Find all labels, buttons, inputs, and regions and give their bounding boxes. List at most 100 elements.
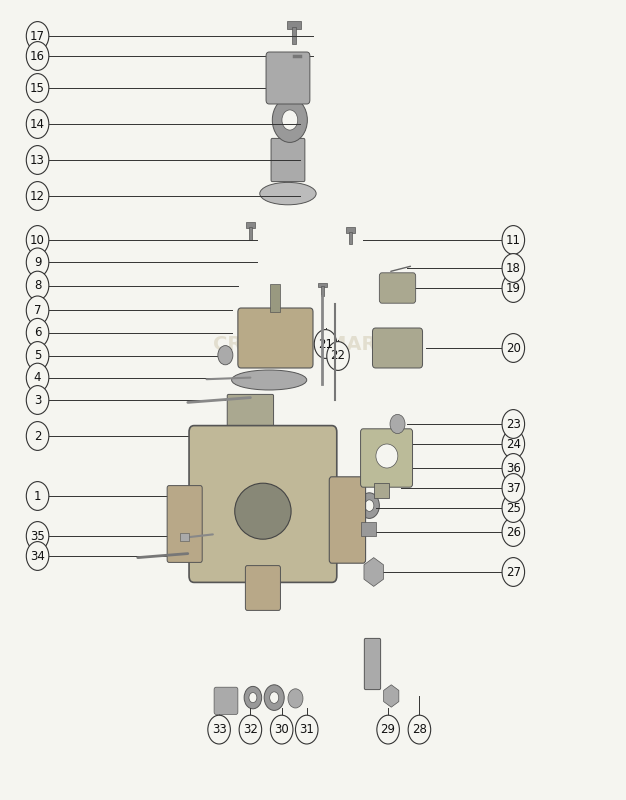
Text: 17: 17 bbox=[30, 30, 45, 42]
FancyBboxPatch shape bbox=[214, 687, 238, 714]
Bar bbox=[374, 483, 389, 498]
Text: 33: 33 bbox=[212, 723, 227, 736]
Circle shape bbox=[502, 558, 525, 586]
Circle shape bbox=[502, 430, 525, 458]
Text: 27: 27 bbox=[506, 566, 521, 578]
Circle shape bbox=[502, 334, 525, 362]
Circle shape bbox=[502, 454, 525, 482]
Text: 31: 31 bbox=[299, 723, 314, 736]
Circle shape bbox=[282, 110, 298, 130]
Circle shape bbox=[244, 686, 262, 709]
Text: 28: 28 bbox=[412, 723, 427, 736]
Text: 35: 35 bbox=[30, 530, 45, 542]
Text: 20: 20 bbox=[506, 342, 521, 354]
Bar bbox=[270, 284, 280, 312]
Bar bbox=[180, 533, 189, 541]
Circle shape bbox=[26, 522, 49, 550]
Text: 14: 14 bbox=[30, 118, 45, 130]
Circle shape bbox=[26, 542, 49, 570]
Circle shape bbox=[26, 42, 49, 70]
Circle shape bbox=[359, 493, 379, 518]
Text: 29: 29 bbox=[381, 723, 396, 736]
Circle shape bbox=[502, 474, 525, 502]
FancyBboxPatch shape bbox=[189, 426, 337, 582]
Circle shape bbox=[26, 22, 49, 50]
FancyBboxPatch shape bbox=[364, 638, 381, 690]
Text: 10: 10 bbox=[30, 234, 45, 246]
Bar bbox=[287, 22, 301, 29]
Text: 30: 30 bbox=[274, 723, 289, 736]
Text: 4: 4 bbox=[34, 371, 41, 384]
Circle shape bbox=[408, 715, 431, 744]
FancyBboxPatch shape bbox=[372, 328, 423, 368]
Circle shape bbox=[314, 330, 337, 358]
Circle shape bbox=[26, 248, 49, 277]
Text: 34: 34 bbox=[30, 550, 45, 562]
Text: 5: 5 bbox=[34, 350, 41, 362]
Circle shape bbox=[26, 146, 49, 174]
Circle shape bbox=[288, 689, 303, 708]
Circle shape bbox=[377, 715, 399, 744]
Circle shape bbox=[239, 715, 262, 744]
Circle shape bbox=[295, 715, 318, 744]
Text: 3: 3 bbox=[34, 394, 41, 406]
Circle shape bbox=[26, 342, 49, 370]
Ellipse shape bbox=[376, 444, 398, 468]
Bar bbox=[321, 286, 324, 296]
FancyBboxPatch shape bbox=[266, 52, 310, 104]
Ellipse shape bbox=[232, 370, 307, 390]
Bar bbox=[349, 232, 352, 244]
Circle shape bbox=[26, 110, 49, 138]
Circle shape bbox=[272, 98, 307, 142]
FancyBboxPatch shape bbox=[379, 273, 416, 303]
Circle shape bbox=[502, 274, 525, 302]
FancyBboxPatch shape bbox=[361, 429, 413, 487]
Bar bbox=[292, 27, 297, 44]
Text: CROWLEY MARINE: CROWLEY MARINE bbox=[213, 334, 413, 354]
Text: 16: 16 bbox=[30, 50, 45, 62]
Circle shape bbox=[26, 386, 49, 414]
Bar bbox=[285, 68, 299, 100]
Circle shape bbox=[502, 254, 525, 282]
FancyBboxPatch shape bbox=[227, 394, 274, 442]
Text: 26: 26 bbox=[506, 526, 521, 538]
Text: 8: 8 bbox=[34, 279, 41, 292]
Bar bbox=[346, 227, 355, 233]
FancyBboxPatch shape bbox=[238, 308, 313, 368]
Circle shape bbox=[502, 518, 525, 546]
Circle shape bbox=[26, 271, 49, 300]
Circle shape bbox=[26, 182, 49, 210]
Text: 36: 36 bbox=[506, 462, 521, 474]
Text: 23: 23 bbox=[506, 418, 521, 430]
Text: 13: 13 bbox=[30, 154, 45, 166]
Circle shape bbox=[327, 342, 349, 370]
Circle shape bbox=[270, 715, 293, 744]
Circle shape bbox=[26, 74, 49, 102]
Circle shape bbox=[365, 500, 374, 511]
Circle shape bbox=[26, 482, 49, 510]
Circle shape bbox=[264, 685, 284, 710]
Text: 12: 12 bbox=[30, 190, 45, 202]
Circle shape bbox=[393, 438, 403, 450]
FancyBboxPatch shape bbox=[245, 566, 280, 610]
Bar bbox=[318, 283, 327, 287]
Text: 25: 25 bbox=[506, 502, 521, 514]
Text: 37: 37 bbox=[506, 482, 521, 494]
Text: 2: 2 bbox=[34, 430, 41, 442]
Circle shape bbox=[218, 346, 233, 365]
Text: 21: 21 bbox=[318, 338, 333, 350]
Circle shape bbox=[26, 296, 49, 325]
Text: 7: 7 bbox=[34, 304, 41, 317]
Circle shape bbox=[249, 693, 257, 702]
Text: 18: 18 bbox=[506, 262, 521, 274]
Text: 15: 15 bbox=[30, 82, 45, 94]
Text: 24: 24 bbox=[506, 438, 521, 450]
FancyBboxPatch shape bbox=[271, 138, 305, 182]
Circle shape bbox=[26, 318, 49, 347]
Circle shape bbox=[270, 692, 279, 703]
Bar bbox=[361, 522, 376, 536]
Ellipse shape bbox=[235, 483, 291, 539]
Circle shape bbox=[26, 363, 49, 392]
Circle shape bbox=[26, 422, 49, 450]
Circle shape bbox=[26, 226, 49, 254]
